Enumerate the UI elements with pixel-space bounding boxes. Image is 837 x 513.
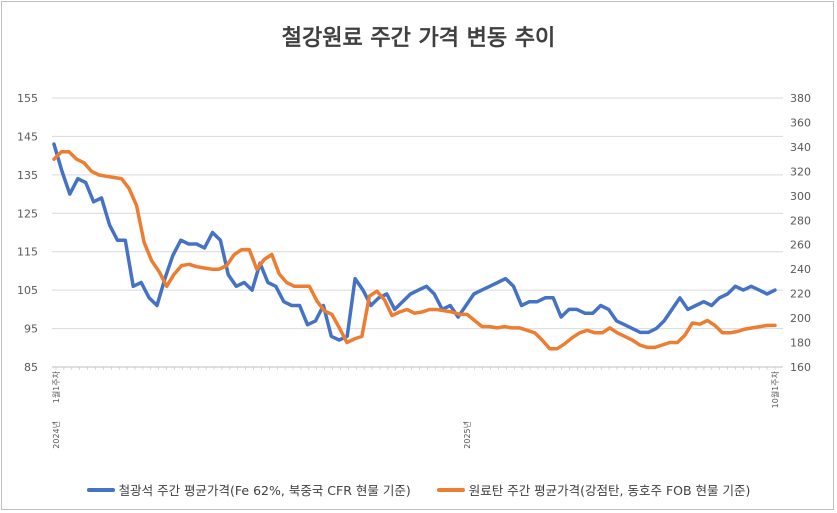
right-tick-label-380: 380: [790, 92, 811, 105]
x-first-label: 1월1주차: [51, 370, 61, 403]
right-tick-label-300: 300: [790, 190, 811, 203]
left-tick-label-145: 145: [17, 130, 38, 143]
chart-title: 철강원료 주간 가격 변동 추이: [281, 26, 556, 51]
right-tick-label-340: 340: [790, 141, 811, 154]
left-tick-label-105: 105: [17, 284, 38, 297]
legend-swatch-coking-coal: [436, 487, 465, 492]
x-axis: 1월1주차 10월1주차 2024년 2025년: [51, 366, 783, 449]
left-tick-label-135: 135: [17, 169, 38, 182]
series-lines: [52, 142, 777, 351]
right-tick-label-260: 260: [790, 239, 811, 252]
left-y-axis: 85 95 105 115 125 135 145 155: [17, 92, 38, 374]
legend-label-iron-ore: 철광석 주간 평균가격(Fe 62%, 북중국 CFR 현물 기준): [118, 483, 411, 498]
right-tick-label-160: 160: [790, 361, 811, 374]
left-tick-label-115: 115: [17, 246, 38, 259]
legend-item-iron-ore: 철광석 주간 평균가격(Fe 62%, 북중국 CFR 현물 기준): [86, 480, 411, 499]
series-line-1: [52, 150, 777, 351]
x-year-label-0: 2024년: [51, 421, 61, 449]
x-last-label: 10월1주차: [770, 370, 780, 408]
legend-item-coking-coal: 원료탄 주간 평균가격(강점탄, 동호주 FOB 현물 기준): [436, 480, 751, 499]
legend-swatch-iron-ore: [86, 487, 115, 492]
right-tick-label-220: 220: [790, 288, 811, 301]
left-tick-label-95: 95: [24, 323, 38, 336]
series-line-0: [52, 142, 777, 342]
right-y-axis: 160 180 200 220 240 260 280 300 320 340 360 380: [790, 92, 811, 374]
right-tick-label-320: 320: [790, 165, 811, 178]
x-year-label-1: 2025년: [462, 421, 472, 449]
right-tick-label-360: 360: [790, 116, 811, 129]
left-tick-label-125: 125: [17, 207, 38, 220]
left-tick-label-85: 85: [24, 361, 38, 374]
legend: 철광석 주간 평균가격(Fe 62%, 북중국 CFR 현물 기준) 원료탄 주…: [0, 480, 837, 499]
legend-label-coking-coal: 원료탄 주간 평균가격(강점탄, 동호주 FOB 현물 기준): [468, 483, 751, 498]
right-tick-label-280: 280: [790, 214, 811, 227]
right-tick-label-200: 200: [790, 312, 811, 325]
left-tick-label-155: 155: [17, 92, 38, 105]
grid-lines: [52, 97, 783, 368]
right-tick-label-180: 180: [790, 337, 811, 350]
right-tick-label-240: 240: [790, 263, 811, 276]
